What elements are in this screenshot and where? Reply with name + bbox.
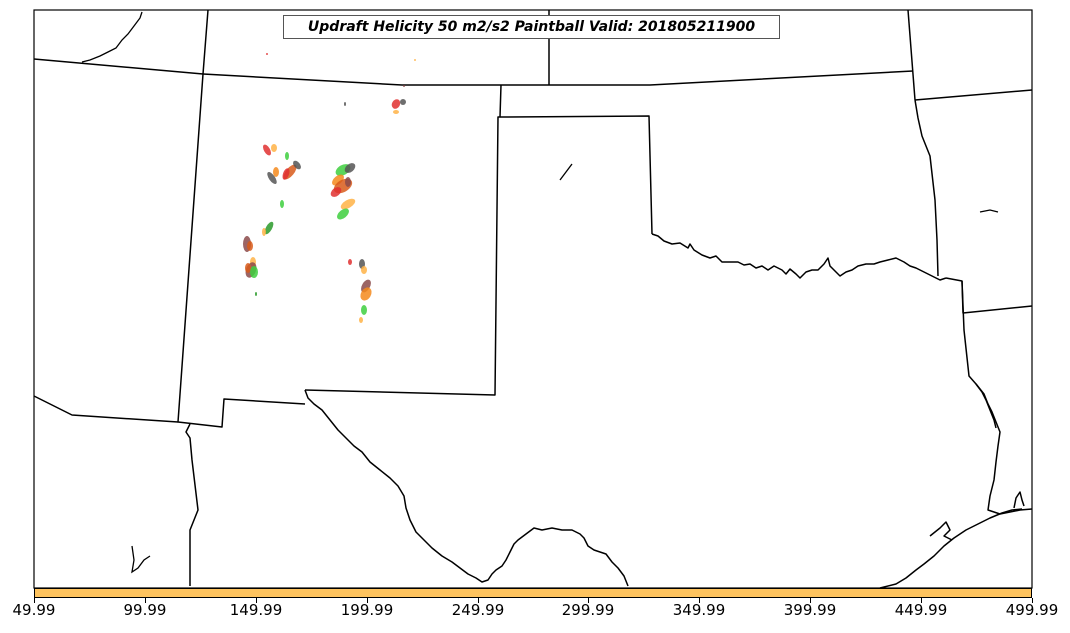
paintball-blob	[264, 221, 274, 235]
colorbar-tick-label: 49.99	[12, 601, 56, 619]
boundary-az-nm	[177, 73, 306, 428]
colorbar-tick	[145, 598, 146, 603]
paintball-blob	[403, 85, 405, 87]
coast-detail	[1013, 491, 1025, 509]
colorbar-tick-label: 249.99	[451, 601, 505, 619]
colorbar-tick-label: 99.99	[123, 601, 167, 619]
paintball-blob	[285, 152, 289, 160]
paintball-blob	[361, 266, 367, 274]
colorbar-tick	[921, 598, 922, 603]
paintball-blob	[344, 102, 346, 106]
colorbar-tick	[367, 598, 368, 603]
paintball-blob	[414, 59, 416, 61]
colorbar-tick	[256, 598, 257, 603]
lakes-and-rivers	[81, 11, 999, 574]
colorbar-tick-label: 349.99	[672, 601, 726, 619]
paintball-blob	[282, 168, 290, 180]
paintball-blob	[273, 167, 279, 177]
paintball-blob	[359, 317, 363, 323]
paintball-blob	[255, 292, 257, 296]
paintball-blob	[330, 187, 342, 197]
colorbar-tick	[1032, 598, 1033, 603]
colorbar-tick-label: 149.99	[229, 601, 283, 619]
paintball-blob	[393, 110, 399, 114]
colorbar-tick-label: 449.99	[894, 601, 948, 619]
boundary-ks-mo	[907, 9, 916, 101]
colorbar-tick-label: 499.99	[1005, 601, 1059, 619]
paintball-blob	[344, 163, 356, 173]
boundary-nm-tx	[304, 84, 502, 396]
paintball-blob	[266, 53, 268, 55]
map-frame	[33, 9, 1033, 589]
paintball-blob	[293, 160, 301, 170]
colorbar-tick	[810, 598, 811, 603]
paintball-blob	[271, 144, 277, 152]
paintball-blob	[250, 266, 258, 278]
paintball-blob	[263, 144, 271, 156]
boundary-ut-az	[33, 58, 204, 75]
colorbar-tick	[34, 598, 35, 603]
paintball-blob	[361, 305, 367, 315]
great-salt-lake	[81, 11, 143, 63]
boundary-red-river	[651, 233, 947, 281]
coast-bay	[929, 521, 953, 541]
paintball-blob	[345, 177, 351, 187]
colorbar-tick-label: 199.99	[340, 601, 394, 619]
paintball-blob	[391, 99, 401, 109]
boundary-ok-ar	[914, 99, 939, 277]
elephant-butte	[131, 545, 151, 574]
paintball-blob	[348, 259, 352, 265]
boundary-rio-grande	[304, 389, 629, 587]
colorbar-tick	[588, 598, 589, 603]
map-title: Updraft Helicity 50 m2/s2 Paintball Vali…	[283, 15, 780, 39]
coast-ms	[975, 383, 997, 429]
colorbar-tick	[699, 598, 700, 603]
paintball-blob	[332, 174, 344, 186]
colorbar-tick-label: 299.99	[561, 601, 615, 619]
paintball-blob	[340, 198, 356, 210]
boundary-co-west	[202, 9, 209, 75]
lake-texoma	[559, 163, 573, 181]
paintball-blob	[267, 172, 277, 184]
boundary-mo-ar	[914, 89, 1033, 101]
colorbar-tick-label: 399.99	[783, 601, 837, 619]
lake-ar	[979, 209, 999, 213]
paintball-blob	[400, 99, 406, 105]
paintball-blob	[280, 200, 284, 208]
colorbar-tick	[478, 598, 479, 603]
state-boundaries	[33, 9, 1033, 589]
paintball-blob	[337, 208, 349, 220]
colorbar	[34, 588, 1032, 598]
boundary-az-sw	[33, 395, 179, 423]
paintball-blob	[360, 287, 372, 301]
paintball-swaths	[243, 53, 416, 323]
boundary-nm-mexico	[185, 423, 199, 586]
boundary-ok-ks	[499, 115, 653, 235]
gulf-coast	[879, 508, 1023, 589]
paintball-blob	[262, 228, 266, 236]
paintball-blob	[247, 241, 253, 251]
paintball-blob	[245, 263, 251, 273]
